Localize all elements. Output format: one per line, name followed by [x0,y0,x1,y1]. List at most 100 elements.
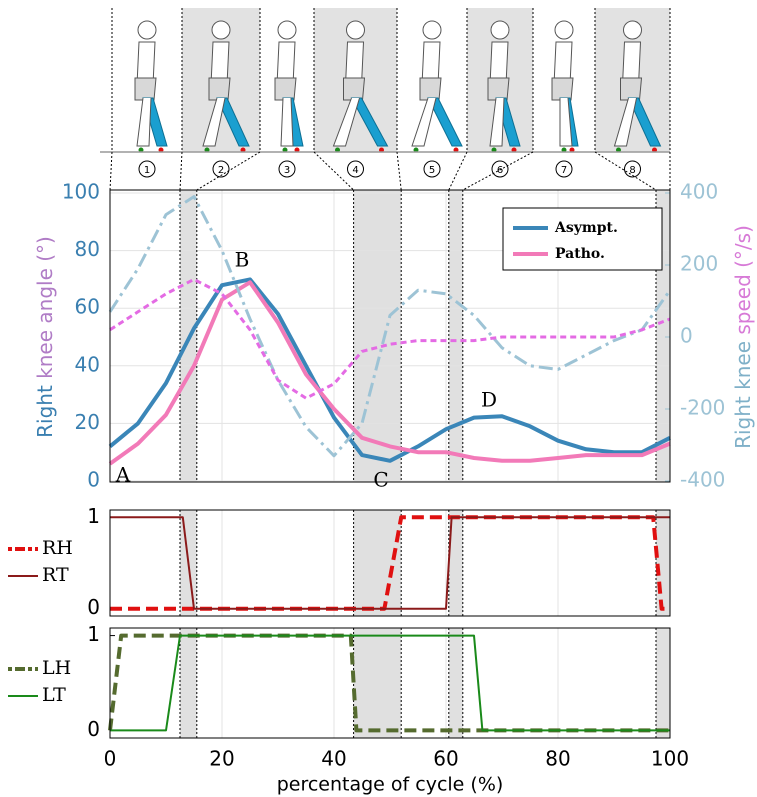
phase-band [180,628,197,738]
x-axis-label: percentage of cycle (%) [277,774,504,796]
phase-label: 1 [144,165,150,176]
pants [208,77,231,101]
head [422,20,442,40]
y2-axis-label-part: speed (°/s) [731,225,755,335]
phase-connector [396,151,402,191]
head [277,20,297,40]
x-tick-label: 40 [321,747,346,771]
y-tick-label: 20 [75,410,100,434]
phase-band [353,628,402,738]
phase-connector [179,151,183,191]
y-tick-label: 0 [87,717,100,741]
y2-tick-label: -400 [680,468,725,492]
y2-axis-label-part: Right knee [731,341,755,449]
head [346,20,365,40]
y2-tick-label: 200 [680,252,718,276]
legend-label: LT [42,684,66,706]
phase-connector [109,151,113,191]
head [137,20,157,40]
phase-label: 6 [497,165,503,176]
annotation: A [115,463,131,487]
phase-label: 7 [561,165,567,176]
phase-label: 8 [629,165,635,176]
panel-frame [109,509,671,617]
y2-axis-label: Right knee speed (°/s) [731,225,755,449]
y-tick-label: 80 [75,237,100,261]
phase-label: 4 [352,165,358,176]
legend-label: RT [42,564,69,586]
series-line [108,277,671,463]
y-axis-label: Right knee angle (°) [33,236,57,438]
legend-label: Patho. [555,246,605,262]
legend-label: LH [42,657,71,679]
pants [274,77,297,101]
phase-circle [347,160,364,178]
other-leg [332,97,360,147]
other-leg [489,97,505,147]
phase-band [448,190,463,482]
x-tick-label: 20 [209,747,234,771]
y-tick-label: 0 [87,468,100,492]
other-leg [613,97,637,147]
x-tick-label: 60 [433,747,458,771]
walker [487,20,521,153]
other-leg [202,97,226,147]
pants [620,77,643,101]
phase-circle [423,160,441,178]
y-tick-label: 1 [87,504,100,528]
phase-connector [196,151,261,191]
series-line [108,280,671,466]
walker [134,20,168,153]
y-tick-label: 60 [75,295,100,319]
y-tick-label: 40 [75,352,100,376]
head [554,20,574,40]
walker [202,20,250,153]
pants [343,77,366,101]
y-axis-label-part: knee angle (°) [33,236,57,379]
phase-circle [278,160,296,178]
phase-band [656,628,670,738]
phase-band [656,510,670,616]
pants [551,77,574,101]
legend-label: RH [42,537,73,559]
phase-band [353,190,402,482]
head [623,20,642,40]
other-leg [411,97,437,147]
head [211,20,231,40]
series-line [108,195,672,458]
phase-band [448,628,463,738]
head [490,20,510,40]
phase-label: 5 [429,165,435,176]
phase-circle [555,160,573,178]
phase-label: 2 [218,165,224,176]
pants [419,77,442,101]
legend-box [502,207,663,271]
y-tick-label: 100 [62,180,100,204]
phase-connector [462,151,534,191]
panel-frame [109,189,671,483]
series-line [110,634,670,732]
phase-band [448,510,463,616]
x-tick-label: 0 [104,747,117,771]
x-tick-label: 80 [545,747,570,771]
other-leg [559,97,573,147]
y2-tick-label: -200 [680,396,725,420]
phase-circle [138,160,156,178]
y-tick-label: 0 [87,595,100,619]
annotation: C [373,468,388,492]
y-axis-label-part: Right [33,385,57,438]
pants [134,77,157,101]
series-line [110,516,670,610]
walker [551,20,579,153]
annotation: B [235,248,250,272]
y2-tick-label: 0 [680,324,693,348]
phase-connector [448,151,468,191]
phase-label: 3 [284,165,290,176]
pants [487,77,510,101]
y2-tick-label: 400 [680,180,718,204]
x-tick-label: 100 [651,747,689,771]
panel-frame [109,627,671,739]
phase-band [353,510,402,616]
walker [274,20,304,153]
